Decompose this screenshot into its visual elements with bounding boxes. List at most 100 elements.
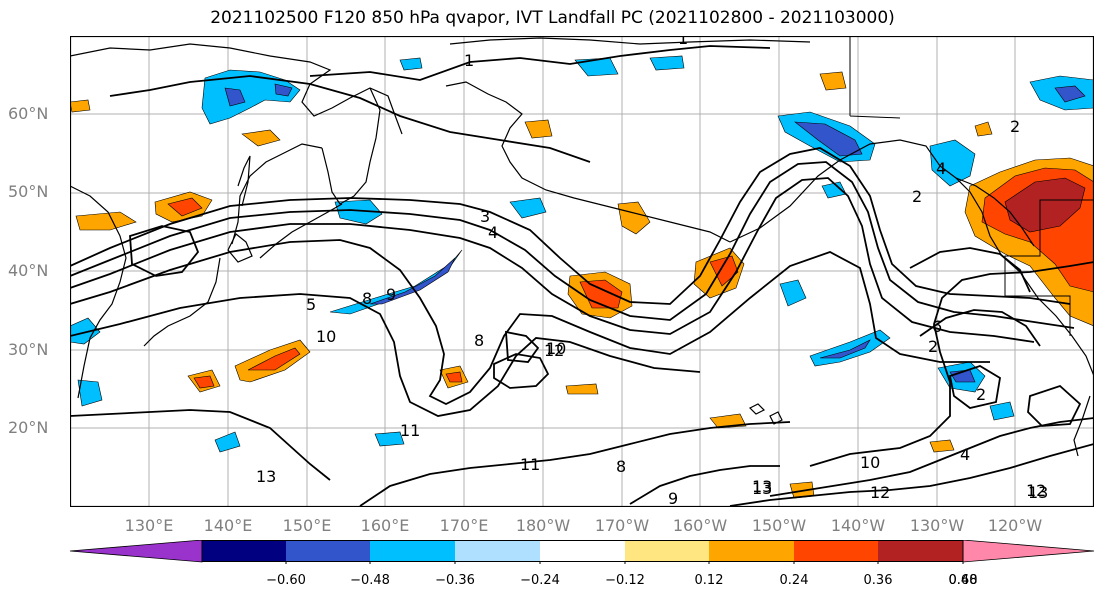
negative-anomaly-regions (70, 55, 1094, 453)
contour-1-north (309, 45, 771, 81)
contour-label: 4 (960, 445, 970, 464)
contour-13-east (729, 443, 1094, 507)
lat-label-40n: 40°N (8, 261, 49, 280)
contour-13-west (70, 409, 331, 481)
orange-region-bering (524, 119, 553, 139)
blue-region-small-4 (374, 431, 405, 447)
coast-kamchatka (321, 87, 381, 205)
colorbar-extend-min (70, 540, 203, 563)
colorbar-segment (455, 540, 540, 562)
colorbar-tick-label: 0.48 (948, 573, 978, 588)
red-region-sw2 (193, 375, 215, 389)
contour-11 (359, 421, 791, 507)
coast-hawaii-2 (769, 411, 783, 425)
contour-5 (70, 177, 1035, 343)
contour-4 (70, 161, 1075, 329)
colorbar-tick-label: 0.12 (694, 573, 724, 588)
contour-label: 12 (1026, 481, 1046, 500)
contour-label: 10 (546, 339, 566, 358)
lon-label-160w: 160°W (672, 516, 728, 535)
darkred-region-pnw (1004, 177, 1086, 233)
lon-label-160e: 160°E (360, 516, 410, 535)
contour-label: 9 (668, 489, 678, 507)
contour-label: 5 (306, 295, 316, 314)
contour-label: 6 (932, 317, 942, 336)
colorbar-segment (202, 540, 286, 562)
lat-label-50n: 50°N (8, 182, 49, 201)
colorbar-tick-label: −0.60 (266, 573, 306, 588)
contour-10-east (809, 261, 1094, 467)
lat-label-20n: 20°N (8, 418, 49, 437)
coast-hokkaido (227, 233, 253, 263)
colorbar-tick-label: −0.12 (605, 573, 645, 588)
colorbar-segment (625, 540, 709, 562)
blue-region-small-5 (989, 401, 1015, 421)
contour-label: 9 (386, 285, 396, 304)
contour-2-east (909, 247, 1031, 293)
coast-british-columbia (955, 177, 1035, 247)
contour-label: 8 (362, 289, 372, 308)
lon-label-120w: 120°W (987, 516, 1043, 535)
orange-region-small-7 (974, 121, 993, 137)
contour-label: 8 (474, 331, 484, 350)
blue-region-small-7 (649, 55, 685, 71)
contour-label: 4 (488, 223, 498, 242)
blue-region-jet-west (329, 249, 463, 315)
map-panel[interactable]: 1 1 2 3 4 5 8 9 10 10 8 10 12 13 11 8 9 … (70, 36, 1094, 507)
contour-label: 2 (928, 337, 938, 356)
contour-label: 3 (480, 207, 490, 226)
colorbar-tick-label: −0.48 (350, 573, 390, 588)
orange-region-west-1 (75, 211, 137, 231)
colorbar-segment (794, 540, 878, 562)
contour-label: 12 (870, 483, 890, 502)
contour-8-jet (70, 239, 990, 406)
lon-label-170e: 170°E (439, 516, 489, 535)
coast-sakhalin (237, 155, 251, 207)
lon-label-150e: 150°E (282, 516, 332, 535)
contour-label: 13 (1028, 483, 1048, 502)
coast-alaska-west (445, 81, 599, 205)
red-region-west-2 (167, 197, 203, 217)
colorbar-tick-label: 0.60 (948, 573, 978, 588)
blue-region-small-6 (214, 431, 241, 453)
orange-region-small-8 (565, 383, 599, 395)
contour-label: 12 (544, 341, 564, 360)
blue-region-small-2 (399, 57, 423, 71)
orange-region-small-1 (70, 99, 91, 113)
colorbar-segment (540, 540, 625, 562)
orange-region-midnorth (617, 201, 651, 235)
blue-region-jet-west-core (369, 257, 456, 305)
contour-label: 13 (752, 479, 772, 498)
contour-loop-subtrop (1027, 384, 1082, 427)
contour-label: 2 (1010, 117, 1020, 136)
boundary-canada-us (849, 36, 1094, 336)
colorbar-segment (286, 540, 370, 562)
lat-label-30n: 30°N (8, 340, 49, 359)
blue-region-south-central (779, 279, 807, 307)
red-region-small-2 (445, 371, 463, 383)
blue-region-southwest (77, 379, 103, 407)
colorbar-segments (70, 540, 1095, 563)
contour-10-west (70, 293, 701, 417)
red-region-east-central (709, 255, 739, 287)
coast-alaska-south (729, 139, 1094, 377)
graticule (70, 36, 1094, 507)
lon-label-150w: 150°W (751, 516, 807, 535)
colorbar-tick-label: −0.36 (435, 573, 475, 588)
contour-2-north (109, 75, 591, 163)
colorbar-segment (878, 540, 963, 562)
colorbar-segment (370, 540, 455, 562)
colorbar-tick-label: 0.36 (863, 573, 893, 588)
red-region-sw (247, 347, 301, 371)
contour-label: 1 (678, 36, 688, 48)
contour-label: 1 (464, 51, 474, 70)
contour-label: 13 (256, 467, 276, 486)
contour-label: 13 (752, 477, 772, 496)
colorbar-outline (201, 540, 964, 562)
contour-6-east (919, 309, 1041, 347)
contour-label-group: 1 1 2 3 4 5 8 9 10 10 8 10 12 13 11 8 9 … (256, 36, 1048, 507)
contour-loop-center (493, 353, 550, 389)
map-canvas[interactable]: 1 1 2 3 4 5 8 9 10 10 8 10 12 13 11 8 9 … (70, 36, 1094, 507)
contour-label: 2 (976, 385, 986, 404)
orange-region-small-5 (929, 439, 955, 453)
